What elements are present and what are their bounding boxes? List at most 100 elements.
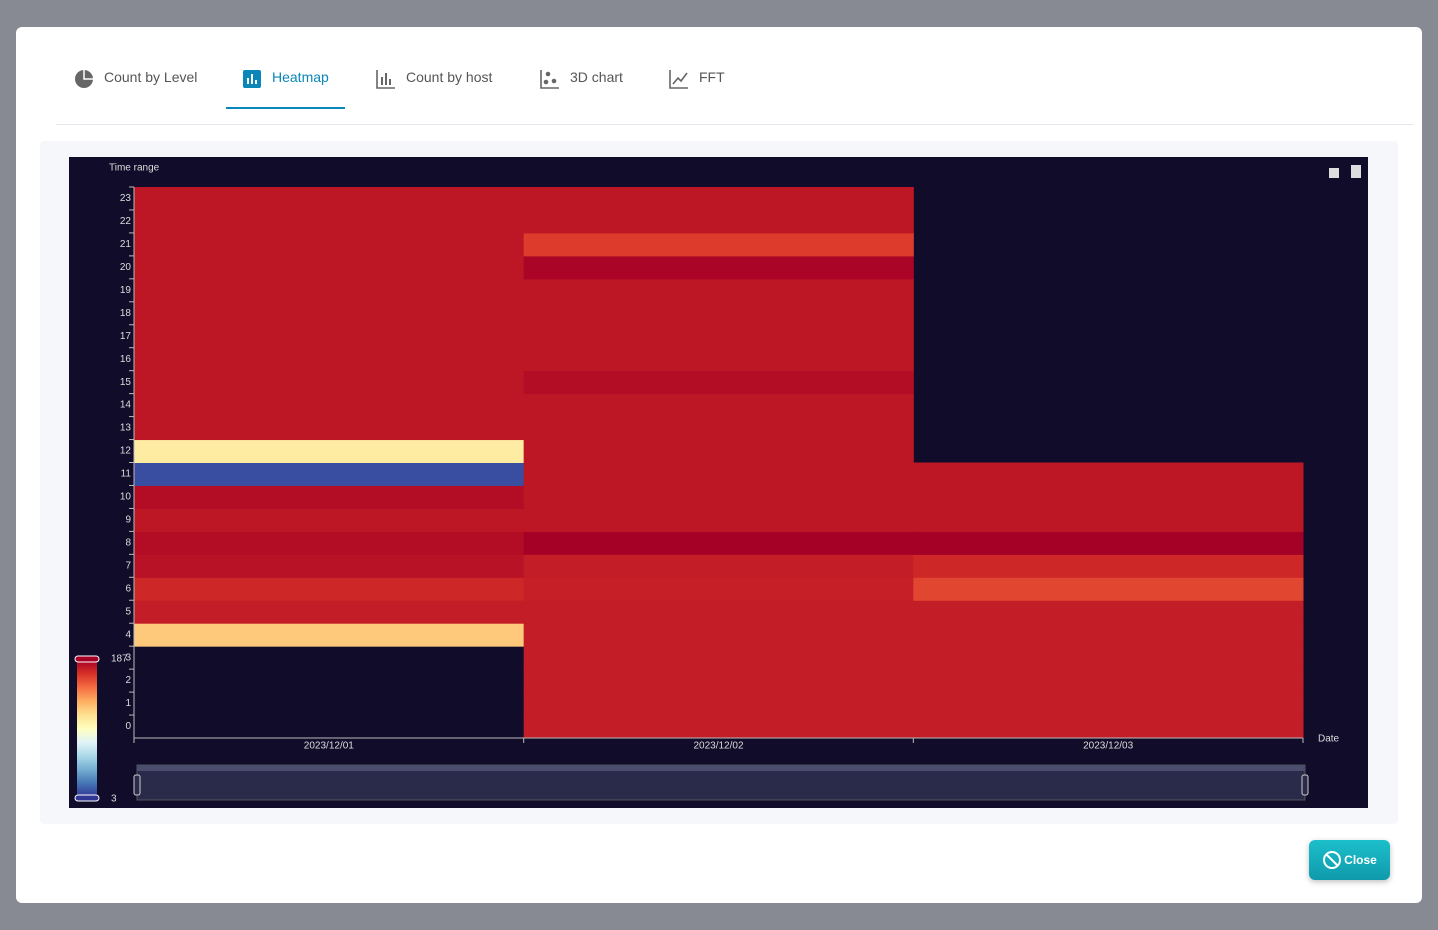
heatmap-cell: [134, 485, 525, 509]
heatmap-cell: [134, 416, 525, 441]
close-label: Close: [1344, 853, 1377, 867]
heatmap-cell: [523, 646, 914, 670]
heatmap-cell: [134, 623, 525, 647]
y-tick-label: 19: [120, 285, 132, 296]
visual-map-handle[interactable]: [74, 655, 100, 663]
y-tick-label: 4: [125, 629, 131, 640]
tab[interactable]: Count by host: [360, 65, 508, 135]
heatmap-cell: [523, 485, 914, 509]
data-zoom-handle[interactable]: [133, 774, 141, 796]
x-tick-label: 2023/12/02: [693, 741, 743, 752]
heatmap-cell: [134, 439, 525, 463]
y-tick-label: 9: [125, 515, 131, 526]
y-tick-label: 2: [125, 675, 131, 686]
y-tick-label: 20: [120, 262, 132, 273]
visual-map-max: 187: [111, 654, 128, 665]
heatmap-cell: [523, 715, 914, 739]
x-tick-label: 2023/12/03: [1083, 741, 1133, 752]
tab[interactable]: Heatmap: [226, 65, 345, 109]
heatmap-cell: [913, 531, 1304, 555]
y-tick-label: 15: [120, 377, 132, 388]
y-tick-label: 0: [125, 721, 131, 732]
heatmap-cell: [134, 324, 525, 349]
data-zoom-handle[interactable]: [1301, 774, 1309, 796]
heatmap-cell: [523, 600, 914, 624]
heatmap-cell: [523, 370, 914, 395]
y-tick-label: 11: [121, 469, 132, 480]
y-tick-label: 1: [125, 698, 131, 709]
y-tick-label: 12: [120, 446, 132, 457]
heatmap-cell: [913, 623, 1304, 647]
y-tick-label: 7: [125, 560, 131, 571]
heatmap-cell: [913, 715, 1304, 739]
heatmap-cell: [523, 669, 914, 693]
heatmap-cell: [523, 462, 914, 486]
heatmap-cell: [523, 347, 914, 372]
heatmap-cell: [523, 301, 914, 326]
y-tick-label: 16: [120, 354, 132, 365]
data-zoom-bar[interactable]: [137, 765, 1305, 771]
heatmap-cell: [134, 554, 525, 578]
heatmap-cell: [913, 554, 1304, 578]
heatmap-cell: [523, 393, 914, 418]
heatmap-cell: [523, 508, 914, 532]
heatmap-cell: [134, 278, 525, 303]
visual-map-bar: [77, 660, 97, 797]
tab[interactable]: 3D chart: [524, 65, 639, 135]
heatmap-cell: [523, 577, 914, 601]
heatmap-cell: [523, 439, 914, 463]
modal: Count by Level Heatmap Count by host 3D …: [16, 27, 1422, 903]
restore-icon[interactable]: [1351, 165, 1361, 178]
heatmap-cell: [523, 209, 914, 234]
y-tick-label: 3: [125, 652, 131, 663]
heatmap-cell: [913, 577, 1304, 601]
host-icon: [376, 70, 395, 89]
chart: Time range Date 012345678910111213141516…: [69, 157, 1368, 808]
toolbox: [1329, 165, 1361, 178]
scatter-icon: [540, 70, 559, 89]
heatmap-cell: [523, 531, 914, 555]
y-tick-label: 5: [125, 606, 131, 617]
heatmap-cell: [134, 393, 525, 418]
heatmap-cell: [134, 370, 525, 395]
heatmap-cell: [523, 187, 914, 211]
y-tick-label: 22: [120, 216, 132, 227]
heatmap-cell: [913, 485, 1304, 509]
line-icon: [669, 70, 688, 89]
y-tick-label: 13: [120, 423, 132, 434]
heatmap-cell: [913, 508, 1304, 532]
heatmap-cell: [523, 554, 914, 578]
y-tick-label: 21: [120, 239, 132, 250]
y-tick-label: 8: [125, 537, 131, 548]
tab-label: 3D chart: [570, 69, 623, 85]
tab-label: Count by Level: [104, 69, 198, 85]
y-tick-label: 6: [125, 583, 131, 594]
y-tick-label: 10: [120, 492, 132, 503]
close-button[interactable]: Close: [1309, 840, 1390, 880]
heatmap-cell: [134, 531, 525, 555]
tab[interactable]: FFT: [653, 65, 741, 135]
tab-label: Heatmap: [272, 69, 329, 85]
heatmap-cell: [913, 692, 1304, 716]
heatmap-cell: [523, 324, 914, 349]
y-tick-label: 23: [120, 193, 132, 204]
x-axis-label: Date: [1318, 734, 1340, 745]
heatmap-cell: [913, 462, 1304, 486]
tab[interactable]: Count by Level: [58, 65, 213, 135]
y-axis-label: Time range: [109, 163, 160, 174]
heatmap-cell: [523, 255, 914, 280]
heatmap-cell: [523, 416, 914, 441]
y-tick-label: 18: [120, 308, 132, 319]
pie-icon: [75, 70, 93, 88]
heatmap-cell: [523, 623, 914, 647]
tab-label: Count by host: [406, 69, 493, 85]
visual-map-handle[interactable]: [74, 794, 100, 802]
tab-bar: Count by Level Heatmap Count by host 3D …: [56, 27, 1414, 125]
heatmap-cell: [523, 232, 914, 257]
zoom-icon[interactable]: [1329, 168, 1339, 178]
heatmap-cell: [134, 462, 525, 486]
heatmap-cell: [134, 255, 525, 280]
heatmap-cell: [134, 301, 525, 326]
